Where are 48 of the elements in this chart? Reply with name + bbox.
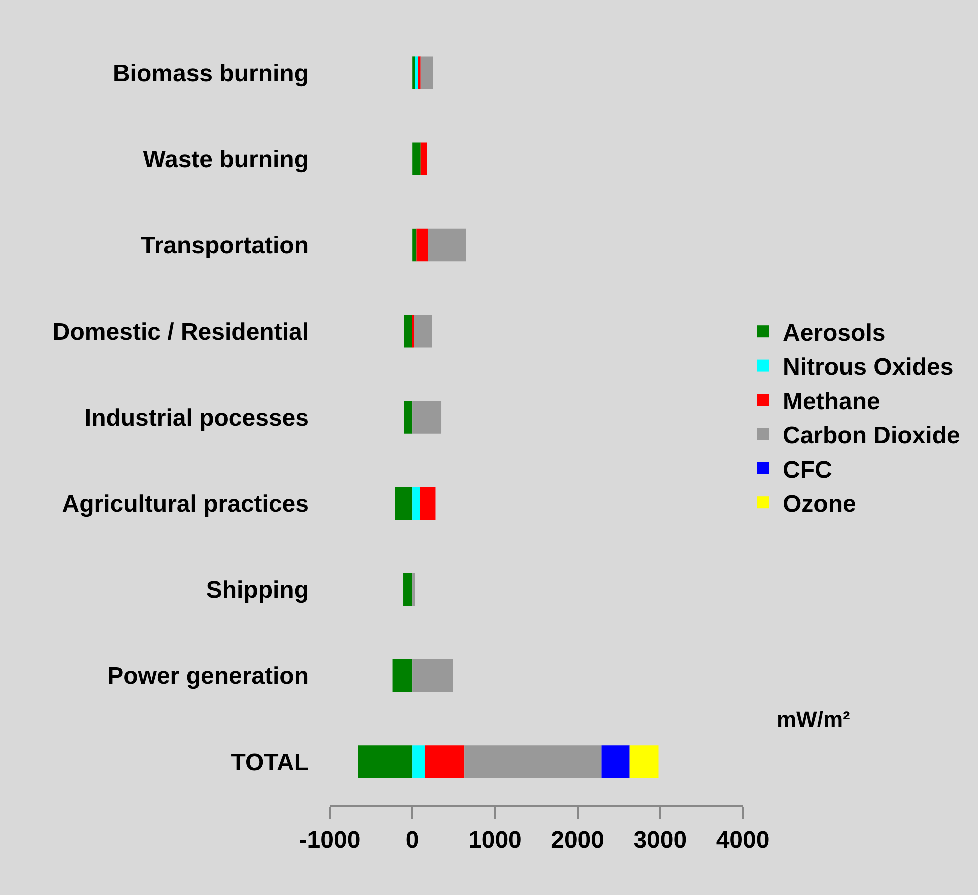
y-tick-label: Biomass burning xyxy=(112,60,309,88)
bar xyxy=(415,56,418,90)
bar xyxy=(414,315,432,348)
bar xyxy=(412,487,420,520)
bar xyxy=(630,746,659,778)
x-tick-label: 4000 xyxy=(716,826,770,854)
bar xyxy=(464,746,602,778)
legend-label: Nitrous Oxides xyxy=(783,354,954,382)
bar xyxy=(428,228,466,262)
y-tick-label: Waste burning xyxy=(143,146,309,174)
x-tick-label: -1000 xyxy=(299,826,361,854)
legend-label: CFC xyxy=(783,456,832,484)
y-tick-label: TOTAL xyxy=(231,749,309,776)
bar xyxy=(412,659,454,692)
bar xyxy=(412,228,417,262)
x-tick-label: 3000 xyxy=(634,826,688,854)
legend-label: Methane xyxy=(783,388,880,416)
x-tick-label: 1000 xyxy=(468,826,522,854)
bar xyxy=(416,228,428,262)
y-tick-label: Transportation xyxy=(140,232,309,260)
y-tick-label: Shipping xyxy=(206,577,309,604)
bar xyxy=(412,142,421,176)
legend-label: Carbon Dioxide xyxy=(783,422,960,450)
y-tick-label: Industrial pocesses xyxy=(84,404,309,432)
bar xyxy=(420,56,434,90)
bar xyxy=(404,401,413,434)
bar xyxy=(420,487,436,520)
legend-label: Ozone xyxy=(783,490,856,518)
bar xyxy=(392,659,413,692)
bar xyxy=(412,401,442,434)
bar xyxy=(602,746,630,778)
bar xyxy=(418,56,421,90)
x-tick-label: 2000 xyxy=(551,826,604,854)
x-axis-title: mW/m² xyxy=(777,707,850,732)
y-tick-label: Domestic / Residential xyxy=(52,318,309,346)
bar xyxy=(424,746,465,778)
legend-label: Aerosols xyxy=(783,320,886,347)
bar xyxy=(420,142,428,176)
x-tick-label: 0 xyxy=(406,826,420,854)
bar xyxy=(358,746,413,778)
bar xyxy=(412,56,416,90)
y-tick-label: Agricultural practices xyxy=(62,491,309,518)
bar xyxy=(404,315,413,348)
bar xyxy=(395,487,413,520)
bar xyxy=(412,573,416,606)
y-tick-label: Power generation xyxy=(108,663,309,690)
bar xyxy=(412,746,425,778)
bar xyxy=(404,573,413,606)
